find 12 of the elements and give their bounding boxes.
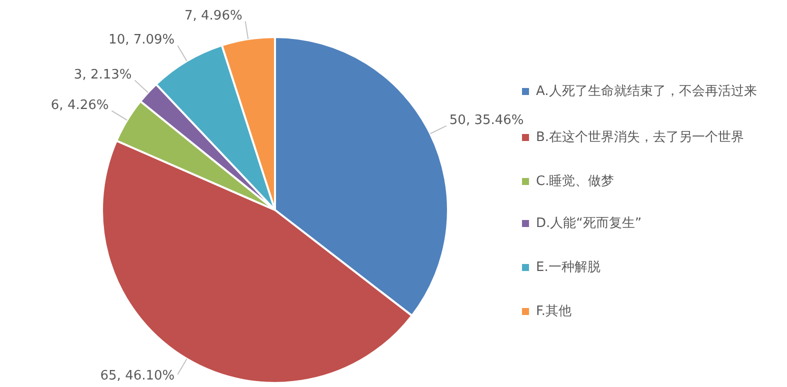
data-label: 6, 4.26% (50, 98, 109, 113)
data-label: 7, 4.96% (184, 8, 242, 24)
data-label: 10, 7.09% (108, 32, 175, 48)
legend-label: E.一种解脱 (536, 260, 600, 275)
legend-label: D.人能“死而复生” (536, 216, 642, 231)
data-label: 50, 35.46% (449, 112, 524, 128)
legend-label: F.其他 (536, 304, 572, 319)
legend-label: B.在这个世界消失，去了另一个世界 (536, 130, 744, 145)
data-label: 65, 46.10% (100, 368, 175, 384)
data-label: 3, 2.13% (74, 67, 132, 82)
legend-label: A.人死了生命就结束了，不会再活过来 (536, 84, 757, 99)
legend-label: C.睡觉、做梦 (536, 174, 614, 189)
